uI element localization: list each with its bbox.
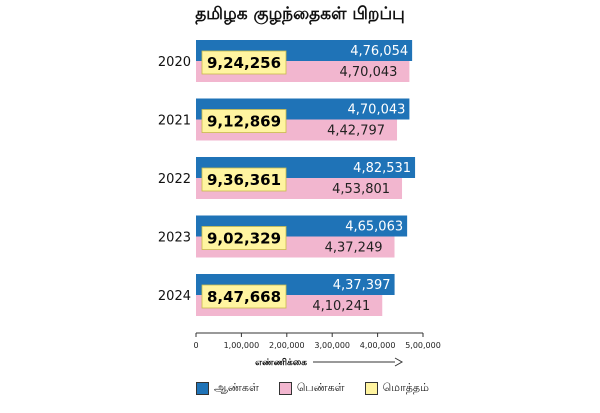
x-tick-label-0: 0 [193, 341, 198, 350]
x-tick-label-5: 5,00,000 [405, 341, 441, 350]
total-box-2023 [201, 226, 287, 250]
category-label-2021: 2021 [158, 114, 191, 129]
total-box-2022 [201, 167, 287, 192]
value-label-male-2020: 4,76,054 [350, 44, 408, 59]
value-label-male-2022: 4,82,531 [353, 161, 411, 176]
category-label-2020: 2020 [158, 55, 191, 70]
value-label-female-2023: 4,37,249 [325, 241, 383, 256]
legend-item-male: ஆண்கள் [196, 381, 259, 396]
category-label-2022: 2022 [158, 172, 191, 187]
value-label-female-2021: 4,42,797 [327, 124, 385, 139]
legend-item-female: பெண்கள் [278, 381, 345, 396]
total-label-2021: 9,12,869 [207, 113, 281, 131]
legend-swatch-male [196, 382, 209, 395]
total-box-2020 [201, 50, 287, 75]
value-label-female-2022: 4,53,801 [332, 182, 390, 197]
legend: ஆண்கள் பெண்கள் மொத்தம் [196, 381, 429, 396]
category-label-2024: 2024 [158, 289, 191, 304]
legend-item-total: மொத்தம் [364, 381, 429, 396]
category-label-2023: 2023 [158, 231, 191, 246]
x-tick-label-3: 3,00,000 [314, 341, 350, 350]
value-label-female-2020: 4,70,043 [340, 65, 398, 80]
value-label-female-2024: 4,10,241 [312, 299, 370, 314]
total-label-2024: 8,47,668 [207, 288, 281, 306]
legend-label-female: பெண்கள் [296, 381, 345, 394]
legend-label-total: மொத்தம் [382, 381, 429, 394]
x-axis-arrow-head [394, 357, 404, 367]
total-box-2024 [201, 284, 287, 309]
value-label-male-2024: 4,37,397 [333, 278, 391, 293]
total-label-2022: 9,36,361 [207, 171, 281, 189]
x-tick-label-4: 4,00,000 [360, 341, 396, 350]
total-label-2020: 9,24,256 [207, 54, 281, 72]
value-label-male-2023: 4,65,063 [345, 220, 403, 235]
total-box-2021 [201, 109, 287, 133]
chart-title: தமிழக குழந்தைகள் பிறப்பு [195, 4, 405, 24]
value-label-male-2021: 4,70,043 [348, 103, 406, 118]
x-axis-title: எண்ணிக்கை [255, 357, 307, 368]
x-tick-label-1: 1,00,000 [224, 341, 260, 350]
legend-swatch-total [364, 382, 378, 395]
legend-label-male: ஆண்கள் [214, 381, 259, 394]
total-label-2023: 9,02,329 [207, 230, 281, 248]
legend-swatch-female [278, 382, 292, 395]
x-tick-label-2: 2,00,000 [269, 341, 305, 350]
